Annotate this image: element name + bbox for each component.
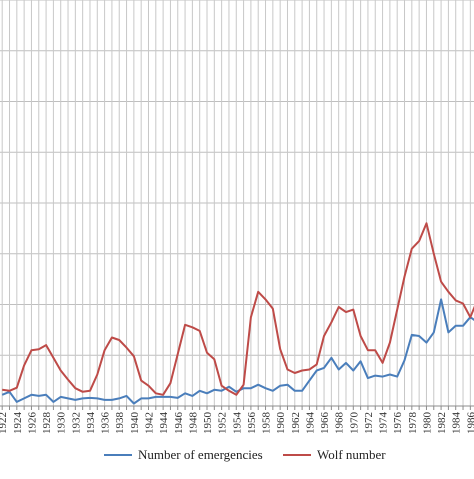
x-tick-label: 1944 bbox=[158, 412, 170, 435]
series-line-wolf-number bbox=[2, 222, 474, 396]
series-line-emergencies bbox=[1, 298, 474, 405]
x-tick-label: 1972 bbox=[363, 412, 375, 434]
legend: Number of emergencies Wolf number bbox=[0, 444, 474, 466]
x-tick-label: 1970 bbox=[348, 412, 360, 435]
x-tick-label: 1936 bbox=[100, 412, 112, 435]
x-tick-label: 1984 bbox=[451, 412, 463, 435]
x-tick-label: 1960 bbox=[275, 412, 287, 435]
legend-swatch-wolf-number bbox=[283, 454, 311, 456]
x-tick-label: 1978 bbox=[407, 412, 419, 435]
x-tick-label: 1974 bbox=[378, 412, 390, 435]
x-tick-label: 1950 bbox=[202, 412, 214, 435]
x-tick-label: 1946 bbox=[173, 412, 185, 435]
x-tick-label: 1964 bbox=[304, 412, 316, 435]
x-tick-label: 1976 bbox=[392, 412, 404, 435]
x-tick-label: 1968 bbox=[334, 412, 346, 435]
legend-item-wolf-number: Wolf number bbox=[283, 444, 386, 466]
x-tick-label: 1948 bbox=[187, 412, 199, 435]
legend-swatch-emergencies bbox=[104, 454, 132, 456]
x-tick-label: 1942 bbox=[143, 412, 155, 434]
x-tick-label: 1922 bbox=[0, 412, 9, 434]
x-tick-label: 1954 bbox=[231, 412, 243, 435]
x-tick-label: 1966 bbox=[319, 412, 331, 435]
x-tick-label: 1980 bbox=[421, 412, 433, 435]
legend-item-emergencies: Number of emergencies bbox=[104, 444, 263, 466]
x-tick-label: 1938 bbox=[114, 412, 126, 435]
x-tick-label: 1928 bbox=[41, 412, 53, 435]
x-tick-label: 1958 bbox=[261, 412, 273, 435]
x-tick-label: 1940 bbox=[129, 412, 141, 435]
x-tick-label: 1962 bbox=[290, 412, 302, 434]
x-tick-label: 1952 bbox=[217, 412, 229, 434]
x-tick-label: 1986 bbox=[465, 412, 474, 435]
x-tick-label: 1932 bbox=[70, 412, 82, 434]
legend-label-emergencies: Number of emergencies bbox=[138, 447, 263, 462]
x-tick-label: 1926 bbox=[26, 412, 38, 435]
x-tick-label: 1930 bbox=[56, 412, 68, 435]
x-tick-label: 1934 bbox=[85, 412, 97, 435]
x-tick-label: 1924 bbox=[12, 412, 24, 435]
x-tick-label: 1956 bbox=[246, 412, 258, 435]
x-tick-label: 1982 bbox=[436, 412, 448, 434]
legend-label-wolf-number: Wolf number bbox=[317, 447, 386, 462]
